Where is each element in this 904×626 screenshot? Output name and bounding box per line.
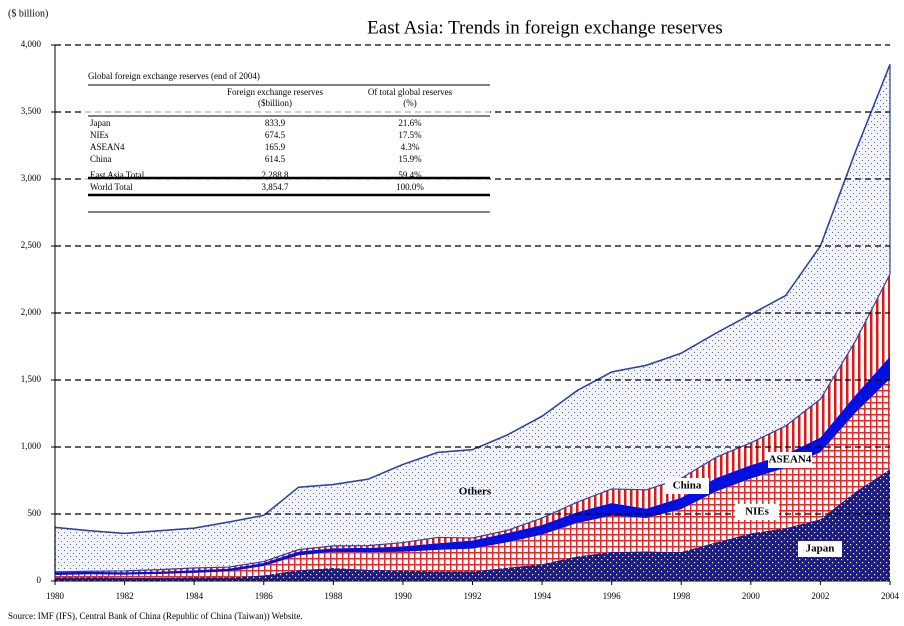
table-cell: World Total xyxy=(90,182,133,192)
x-tick-label: 2000 xyxy=(742,591,761,601)
y-axis-label: ($ billion) xyxy=(8,8,48,19)
series-label: Japan xyxy=(806,543,835,555)
area xyxy=(55,274,890,573)
table-title: Global foreign exchange reserves (end of… xyxy=(88,71,260,81)
table-cell: 100.0% xyxy=(396,182,424,192)
table-cell: 165.9 xyxy=(265,142,286,152)
x-tick-label: 1994 xyxy=(533,591,552,601)
x-tick-label: 1992 xyxy=(464,591,482,601)
y-tick-label: 0 xyxy=(37,575,42,585)
y-tick-label: 2,000 xyxy=(21,307,42,317)
table-header: Foreign exchange reserves xyxy=(227,87,323,97)
x-tick-label: 1986 xyxy=(255,591,274,601)
chart-title: East Asia: Trends in foreign exchange re… xyxy=(367,17,723,38)
x-tick-label: 1990 xyxy=(394,591,413,601)
table-cell: 15.9% xyxy=(398,154,422,164)
area xyxy=(55,378,890,578)
label-box xyxy=(798,541,842,557)
source: Source: IMF (IFS), Central Bank of China… xyxy=(8,611,303,621)
table-cell: 17.5% xyxy=(398,130,422,140)
series-label: Others xyxy=(459,486,492,498)
x-tick-label: 1998 xyxy=(672,591,691,601)
table-cell: China xyxy=(90,154,112,164)
x-tick-label: 1984 xyxy=(185,591,204,601)
table-cell: 614.5 xyxy=(265,154,286,164)
x-tick-label: 2002 xyxy=(811,591,829,601)
y-tick-label: 3,500 xyxy=(21,106,42,116)
x-tick-label: 2004 xyxy=(881,591,900,601)
series-label: ASEAN4 xyxy=(769,454,812,466)
x-tick-label: 1996 xyxy=(603,591,622,601)
x-tick-label: 1980 xyxy=(46,591,65,601)
y-tick-label: 3,000 xyxy=(21,173,42,183)
table-cell: 2,288.8 xyxy=(262,170,290,180)
label-box xyxy=(735,504,779,520)
y-tick-label: 2,500 xyxy=(21,240,42,250)
series-label: China xyxy=(673,480,702,492)
table-cell: 3,854.7 xyxy=(262,182,290,192)
table-cell: Japan xyxy=(90,118,111,128)
table-bg xyxy=(85,68,490,216)
y-tick-label: 4,000 xyxy=(21,39,42,49)
x-tick-label: 1982 xyxy=(116,591,134,601)
table-cell: 21.6% xyxy=(398,118,422,128)
label-box xyxy=(768,452,812,468)
area xyxy=(55,469,890,581)
table-cell: ASEAN4 xyxy=(90,142,125,152)
table-header: (%) xyxy=(403,98,417,108)
series-label: NIEs xyxy=(745,506,770,518)
y-tick-label: 1,000 xyxy=(21,441,42,451)
table-header: Of total global reserves xyxy=(368,87,453,97)
label-box xyxy=(665,478,709,494)
outline xyxy=(54,64,891,535)
table-cell: 59.4% xyxy=(398,170,422,180)
table-header: ($billion) xyxy=(258,98,292,108)
table-cell: East Asia Total xyxy=(90,170,145,180)
table-cell: 674.5 xyxy=(265,130,286,140)
table-cell: NIEs xyxy=(90,130,109,140)
y-tick-label: 500 xyxy=(28,508,42,518)
x-tick-label: 1988 xyxy=(324,591,343,601)
table-cell: 833.9 xyxy=(265,118,286,128)
y-tick-label: 1,500 xyxy=(21,374,42,384)
table-cell: 4.3% xyxy=(401,142,420,152)
